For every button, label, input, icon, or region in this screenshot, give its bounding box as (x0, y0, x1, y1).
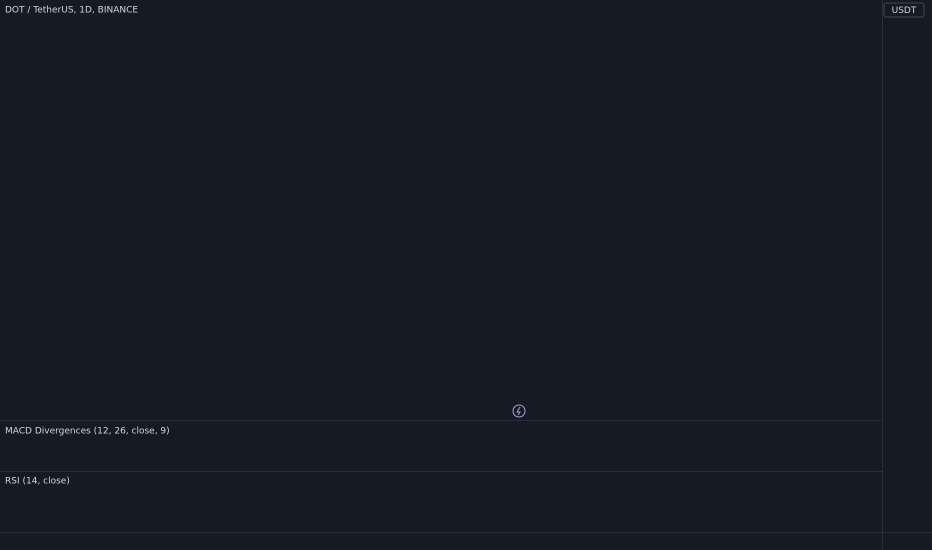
rsi-title: RSI (14, close) (5, 477, 70, 487)
event-icon[interactable] (512, 404, 526, 418)
currency-box[interactable] (883, 2, 925, 18)
symbol-title: DOT / TetherUS, 1D, BINANCE (5, 6, 138, 16)
currency-label[interactable]: USDT (892, 6, 917, 16)
event-icon-bolt (516, 406, 521, 416)
macd-title: MACD Divergences (12, 26, close, 9) (5, 427, 170, 437)
